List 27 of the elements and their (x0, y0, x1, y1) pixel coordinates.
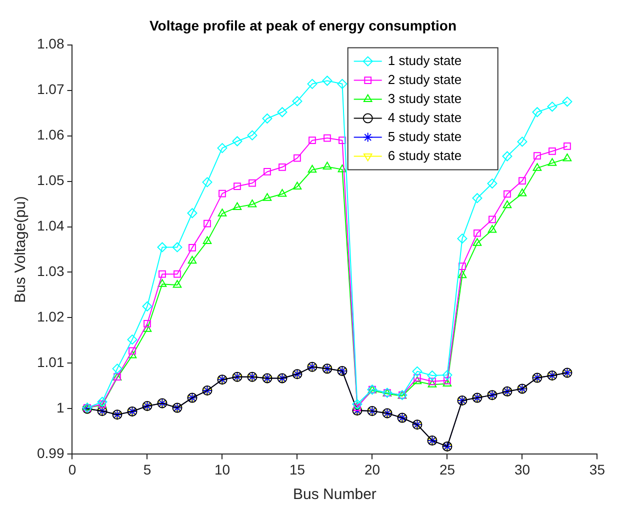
y-tick-label: 1.08 (37, 36, 64, 52)
x-tick-label: 30 (514, 461, 530, 478)
chart-title: Voltage profile at peak of energy consumption (149, 17, 457, 34)
legend-label: 3 study state (388, 90, 462, 106)
legend-label: 4 study state (388, 110, 462, 125)
x-tick-label: 20 (364, 461, 380, 478)
x-tick-label: 15 (289, 461, 306, 478)
y-tick-label: 1 (56, 400, 64, 416)
x-tick-label: 35 (589, 461, 606, 478)
y-tick-label: 1.05 (37, 172, 64, 188)
y-tick-label: 0.99 (37, 445, 64, 462)
x-tick-label: 5 (143, 461, 152, 478)
y-tick-label: 1.07 (37, 81, 64, 98)
legend-label: 5 study state (388, 128, 462, 144)
y-tick-label: 1.03 (37, 263, 64, 280)
legend-label: 1 study state (388, 52, 462, 68)
x-tick-label: 25 (439, 461, 456, 478)
legend-label: 6 study state (388, 148, 462, 163)
x-tick-label: 10 (214, 461, 230, 478)
x-axis-title: Bus Number (293, 486, 376, 504)
x-tick-label: 0 (68, 461, 76, 478)
legend-label: 2 study state (388, 72, 462, 87)
y-tick-label: 1.06 (37, 126, 64, 143)
y-tick-label: 1.01 (37, 354, 64, 370)
y-tick-label: 1.02 (37, 308, 64, 325)
y-axis-title: Bus Voltage(pu) (12, 196, 30, 303)
y-tick-label: 1.04 (37, 218, 64, 234)
